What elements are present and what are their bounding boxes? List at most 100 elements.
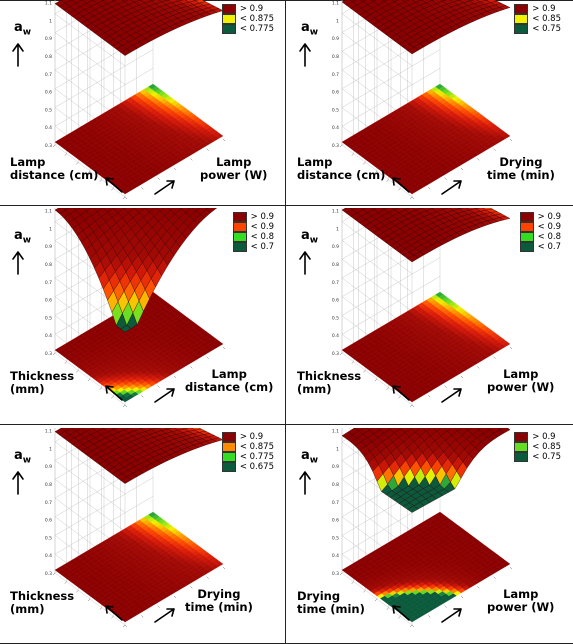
legend-entry: < 0.75 <box>514 452 561 462</box>
contour-floor <box>54 83 224 195</box>
legend-entry: < 0.9 <box>519 222 561 232</box>
left-axis-label: Drying time (min) <box>297 590 365 616</box>
z-tick-label: 0.8 <box>332 54 339 60</box>
z-tick-label: 0.7 <box>332 72 339 78</box>
legend-label: < 0.75 <box>532 452 561 462</box>
legend-entry: < 0.75 <box>514 24 561 34</box>
divider-row2 <box>0 424 573 425</box>
response-symbol: a <box>301 20 310 35</box>
right-axis-label-line1: Lamp <box>503 367 539 381</box>
legend-swatch <box>514 4 529 14</box>
z-tick-label: 1.1 <box>332 1 339 7</box>
z-tick-label: 1.1 <box>45 1 52 7</box>
z-tick-label: 0.7 <box>45 72 52 78</box>
z-tick-label: 0.9 <box>45 244 52 250</box>
legend-swatch <box>221 14 236 24</box>
z-tick-label: 0.3 <box>332 351 339 357</box>
legend-label: > 0.9 <box>537 212 561 222</box>
up-arrow <box>299 43 311 67</box>
z-tick-label: 1 <box>49 226 52 232</box>
right-axis-label-line2: power (W) <box>200 168 268 182</box>
z-tick-label: 0.6 <box>332 298 339 304</box>
legend-label: < 0.875 <box>239 14 274 24</box>
z-tick-label: 0.8 <box>45 262 52 268</box>
legend-swatch <box>232 222 247 232</box>
right-axis-label-line1: Lamp <box>503 587 539 601</box>
legend-swatch <box>519 222 534 232</box>
response-subscript: w <box>309 455 319 466</box>
z-tick-label: 0.8 <box>332 482 339 488</box>
left-axis-label: Thickness (mm) <box>10 370 74 396</box>
surface-chart-5: 0.3 0.4 0.5 0.6 0.7 0.8 0.9 1 1.1 aw > 0.9 < 0.875 <… <box>0 428 286 642</box>
legend-entry: < 0.875 <box>221 442 274 452</box>
z-tick-label: 0.5 <box>332 535 339 541</box>
surface-chart-3: 0.3 0.4 0.5 0.6 0.7 0.8 0.9 1 1.1 aw > 0.9 < 0.9 < 0… <box>0 208 286 422</box>
legend-label: < 0.85 <box>532 442 561 452</box>
z-tick-label: 1.1 <box>45 429 52 435</box>
z-tick-label: 0.5 <box>45 315 52 321</box>
contour-floor <box>341 511 511 623</box>
z-tick-label: 0.4 <box>45 333 52 339</box>
up-arrow <box>299 251 311 275</box>
surface-plot-svg: 0.3 0.4 0.5 0.6 0.7 0.8 0.9 1 1.1 <box>12 208 226 408</box>
left-axis-label: Lamp distance (cm) <box>297 156 385 182</box>
left-axis-arrow <box>392 385 410 401</box>
legend-swatch <box>221 452 236 462</box>
legend-entry: < 0.875 <box>221 14 274 24</box>
right-axis-arrow <box>441 180 462 195</box>
right-axis-label-line1: Lamp <box>216 155 252 169</box>
legend-entry: < 0.775 <box>221 24 274 34</box>
z-tick-label: 0.8 <box>332 262 339 268</box>
z-tick-label: 0.4 <box>45 553 52 559</box>
left-axis-label-line2: time (min) <box>297 602 365 616</box>
legend-swatch <box>514 24 529 34</box>
right-axis-label: Lamp distance (cm) <box>185 368 273 394</box>
contour-floor <box>54 511 224 623</box>
up-arrow <box>12 471 24 495</box>
z-tick-label: 0.4 <box>332 553 339 559</box>
response-label: aw <box>301 20 318 38</box>
legend-label: < 0.9 <box>537 222 561 232</box>
response-subscript: w <box>22 455 32 466</box>
left-axis-label-line2: distance (cm) <box>10 168 99 182</box>
surface-plot-svg: 0.3 0.4 0.5 0.6 0.7 0.8 0.9 1 1.1 <box>299 208 513 408</box>
axis-direction-arrows <box>299 251 462 403</box>
legend-label: < 0.675 <box>239 462 274 472</box>
surface-plot-svg: 0.3 0.4 0.5 0.6 0.7 0.8 0.9 1 1.1 <box>299 428 513 628</box>
z-tick-label: 1 <box>49 446 52 452</box>
up-arrow <box>299 471 311 495</box>
z-tick-label: 0.3 <box>332 571 339 577</box>
legend-entry: < 0.775 <box>221 452 274 462</box>
response-subscript: w <box>309 235 319 246</box>
legend-entry: < 0.85 <box>514 14 561 24</box>
axis-direction-arrows <box>12 471 175 623</box>
legend-entry: < 0.9 <box>232 222 274 232</box>
surface-plot-svg: 0.3 0.4 0.5 0.6 0.7 0.8 0.9 1 1.1 <box>12 428 226 628</box>
z-tick-label: 0.6 <box>332 518 339 524</box>
legend-label: < 0.8 <box>537 232 561 242</box>
divider-top <box>0 0 573 1</box>
left-axis-label-line1: Thickness <box>10 589 75 603</box>
contour-floor <box>341 83 511 195</box>
surface-chart-1: 0.3 0.4 0.5 0.6 0.7 0.8 0.9 1 1.1 aw > 0.9 < 0.875 <… <box>0 0 286 204</box>
axis-direction-arrows <box>299 471 462 623</box>
legend-swatch <box>514 14 529 24</box>
color-legend: > 0.9 < 0.875 < 0.775 < 0.675 <box>221 432 274 472</box>
right-axis-label-line2: distance (cm) <box>185 380 274 394</box>
legend-entry: < 0.675 <box>221 462 274 472</box>
left-axis-label-line1: Lamp <box>297 155 333 169</box>
z-tick-label: 0.6 <box>45 518 52 524</box>
color-legend: > 0.9 < 0.85 < 0.75 <box>514 432 561 462</box>
z-tick-label: 1 <box>336 446 339 452</box>
legend-swatch <box>232 242 247 252</box>
z-tick-label: 0.5 <box>45 535 52 541</box>
response-symbol: a <box>301 228 310 243</box>
legend-label: < 0.775 <box>239 452 274 462</box>
right-axis-label: Lamp power (W) <box>200 156 267 182</box>
z-tick-label: 0.8 <box>45 54 52 60</box>
z-tick-label: 0.9 <box>332 464 339 470</box>
legend-entry: < 0.7 <box>232 242 274 252</box>
right-axis-label: Lamp power (W) <box>487 368 554 394</box>
z-tick-label: 1.1 <box>332 429 339 435</box>
